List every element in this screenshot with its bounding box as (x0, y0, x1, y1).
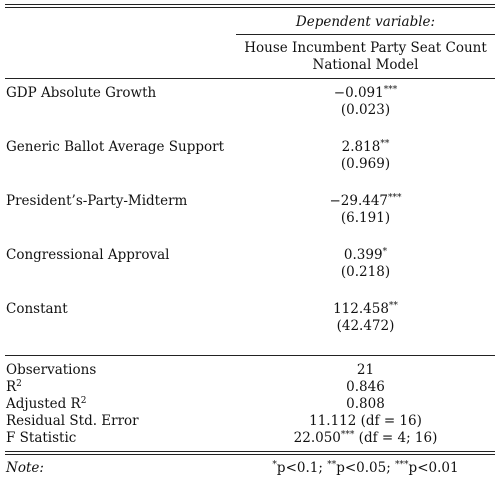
adjusted-r-squared-value: 0.808 (346, 396, 385, 412)
dependent-variable-caption: Dependent variable: (295, 14, 436, 30)
observations-label: Observations (6, 362, 97, 378)
stats-rule (5, 355, 495, 356)
row-label-generic-ballot: Generic Ballot Average Support (6, 139, 225, 155)
f-statistic-label: F Statistic (6, 430, 77, 446)
row-coef-constant: 112.458** (333, 301, 398, 317)
row-label-constant: Constant (6, 301, 68, 317)
row-se-presidents-party-midterm: (6.191) (340, 210, 391, 226)
r-squared-label: R2 (6, 379, 22, 395)
model-title-line2: National Model (312, 57, 419, 73)
residual-std-error-label: Residual Std. Error (6, 413, 139, 429)
row-coef-congressional-approval: 0.399* (343, 247, 388, 263)
row-se-constant: (42.472) (336, 318, 395, 334)
significance-note: *p<0.1; **p<0.05; ***p<0.01 (272, 460, 459, 476)
header-rule (5, 78, 495, 79)
f-statistic-value: 22.050*** (df = 4; 16) (293, 430, 438, 446)
row-coef-gdp: −0.091*** (333, 85, 398, 101)
row-label-presidents-party-midterm: President’s-Party-Midterm (6, 193, 188, 209)
row-coef-presidents-party-midterm: −29.447*** (329, 193, 402, 209)
note-label: Note: (6, 460, 44, 476)
model-title-line1: House Incumbent Party Seat Count (244, 40, 487, 56)
row-coef-generic-ballot: 2.818** (341, 139, 390, 155)
r-squared-value: 0.846 (346, 379, 385, 395)
residual-std-error-value: 11.112 (df = 16) (309, 413, 422, 429)
bottom-double-rule (5, 451, 495, 455)
row-se-gdp: (0.023) (340, 102, 391, 118)
adjusted-r-squared-label: Adjusted R2 (6, 396, 87, 412)
row-se-generic-ballot: (0.969) (340, 156, 391, 172)
row-label-gdp: GDP Absolute Growth (6, 85, 157, 101)
top-double-rule (5, 4, 495, 8)
observations-value: 21 (356, 362, 375, 378)
row-label-congressional-approval: Congressional Approval (6, 247, 170, 263)
dependent-variable-underline (236, 34, 495, 35)
row-se-congressional-approval: (0.218) (340, 264, 391, 280)
